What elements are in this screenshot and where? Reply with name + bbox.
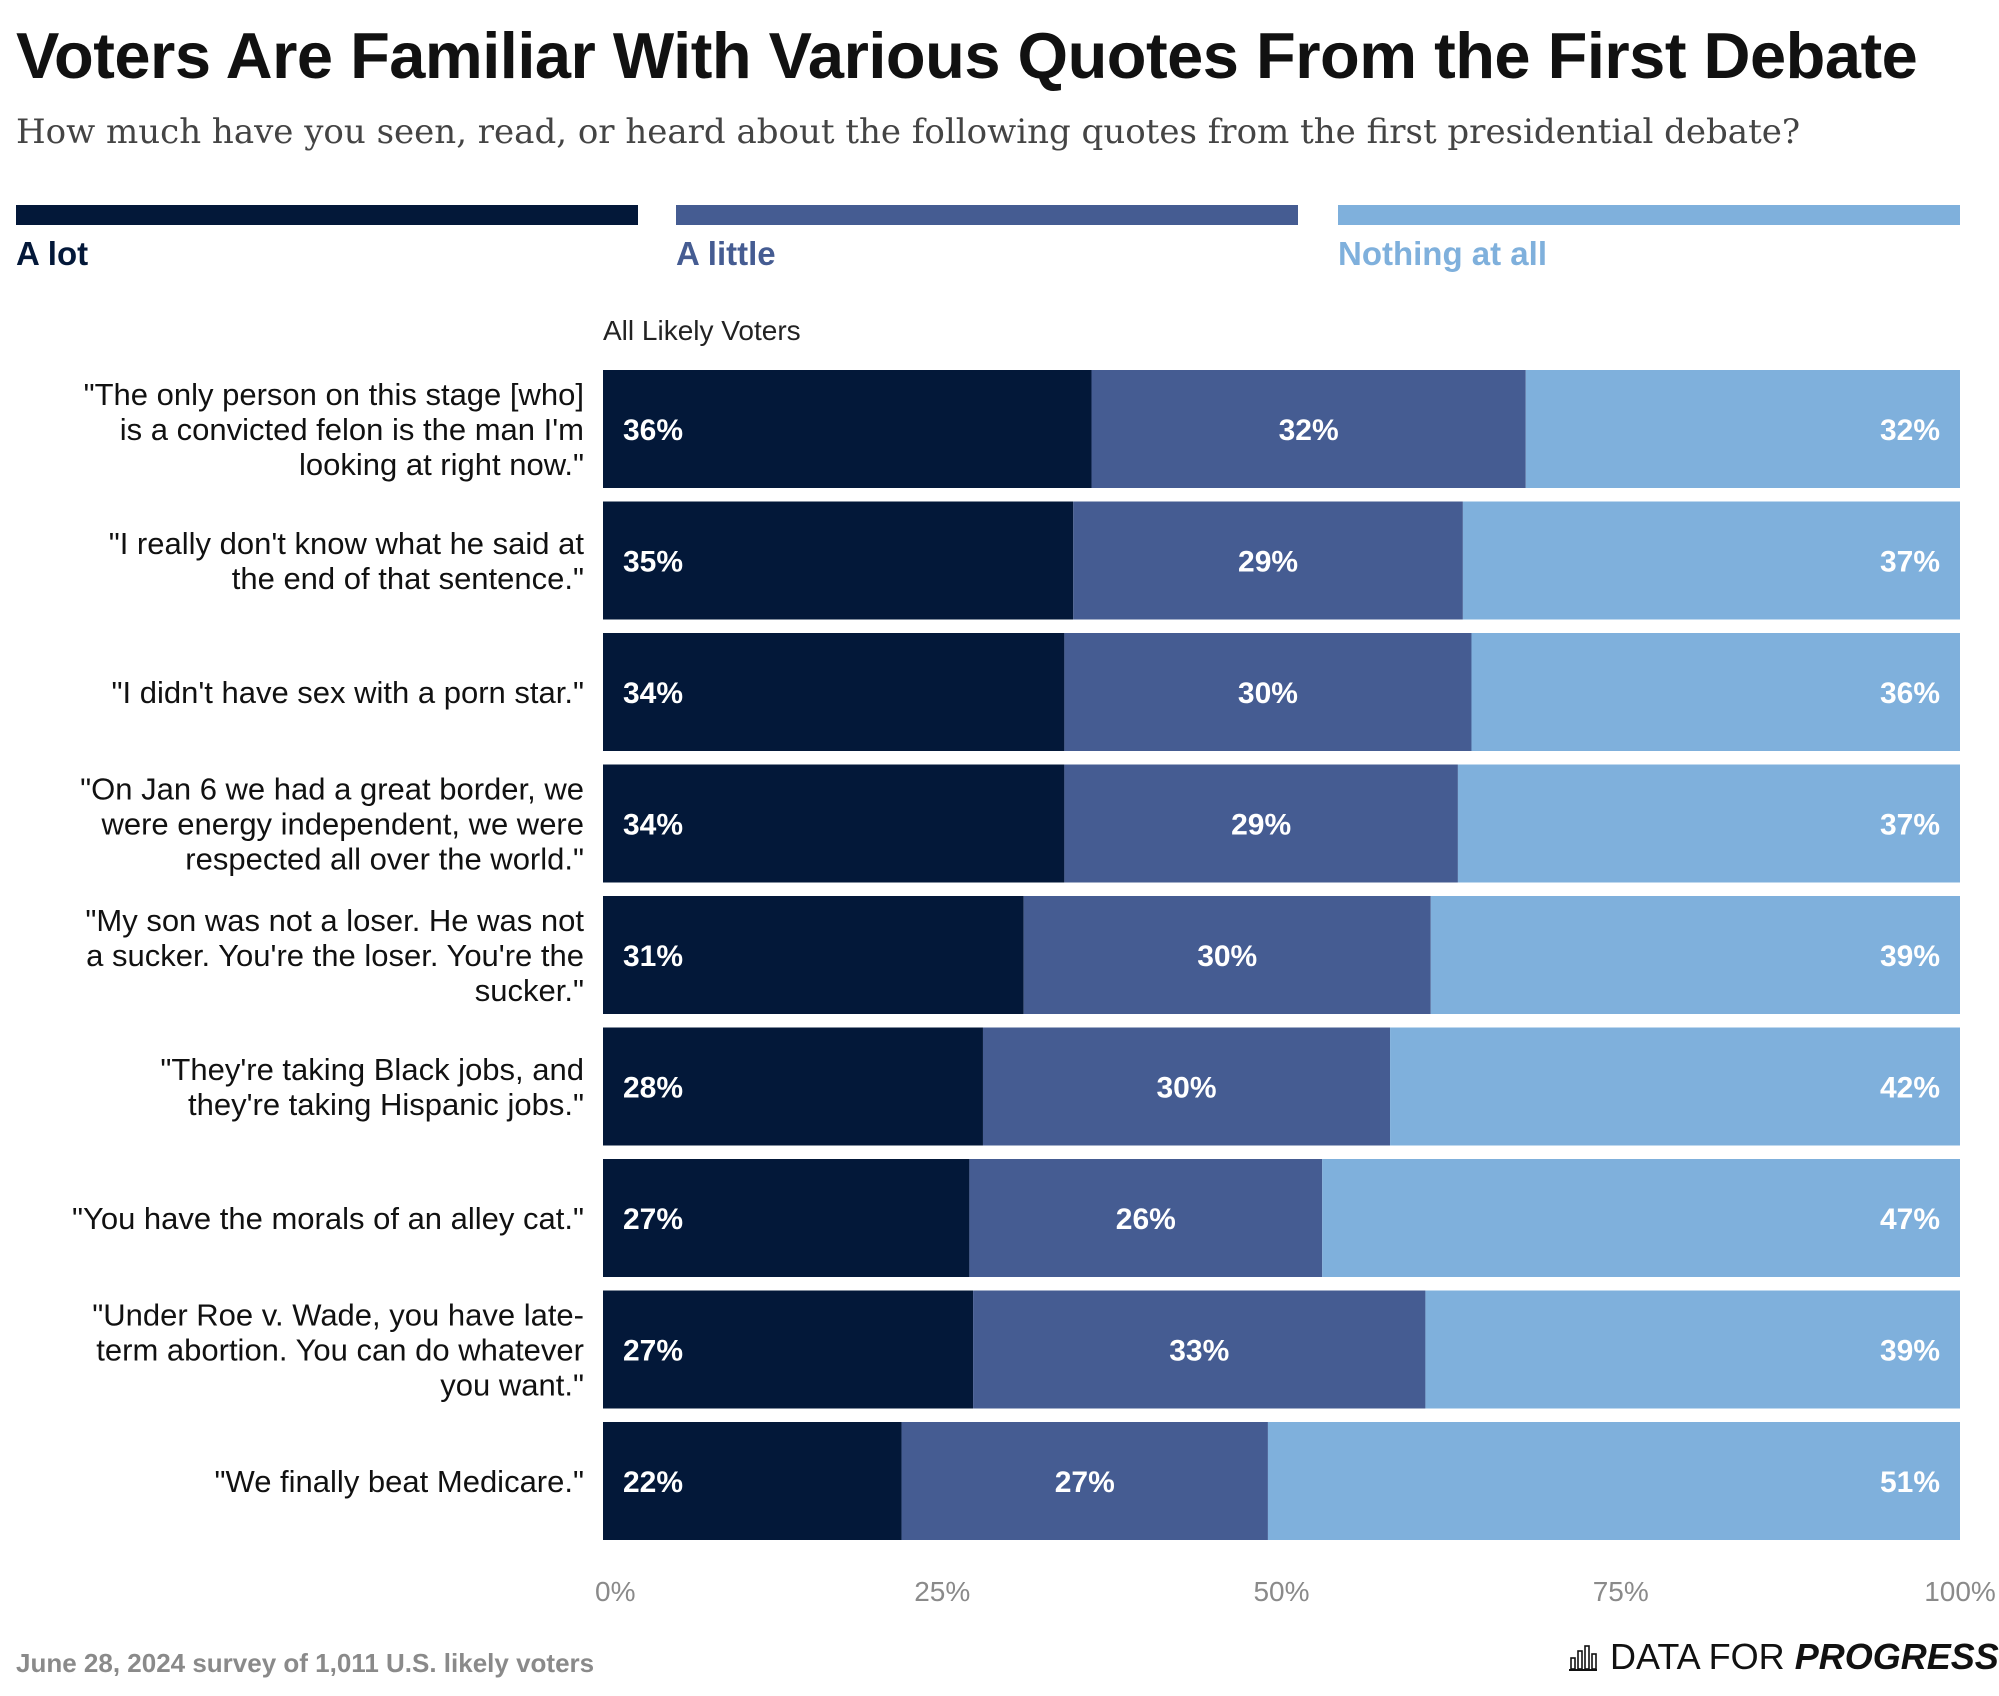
category-label-2-line-1: "I really don't know what he said at: [109, 526, 585, 561]
brand-wordmark: DATA FOR PROGRESS: [1610, 1636, 1999, 1678]
category-label-8-line-1: "Under Roe v. Wade, you have late-: [92, 1298, 584, 1333]
data-label-a-lot-8: 27%: [623, 1335, 683, 1368]
brand-logo: DATA FOR PROGRESS: [1568, 1636, 1999, 1678]
data-label-a-lot-6: 28%: [623, 1072, 683, 1105]
data-label-nothing-at-all-2: 37%: [1880, 546, 1940, 579]
chart-subtitle: How much have you seen, read, or heard a…: [16, 112, 1801, 152]
data-label-a-lot-2: 35%: [623, 546, 683, 579]
bar-nothing-at-all-8: [1425, 1290, 1960, 1409]
category-label-8-line-2: term abortion. You can do whatever: [96, 1333, 584, 1368]
category-label-9-line-1: "We finally beat Medicare.": [215, 1464, 585, 1499]
bar-a-lot-6: [603, 1027, 983, 1146]
category-label-1-line-3: looking at right now.": [299, 447, 584, 482]
category-label-4-line-3: respected all over the world.": [185, 842, 584, 877]
x-tick-label-100: 100%: [1924, 1576, 1996, 1607]
data-label-nothing-at-all-1: 32%: [1880, 414, 1940, 447]
stacked-bar-chart: 36% 32% 32% "The only person on this stage …: [72, 370, 1996, 1607]
x-tick-label-75: 75%: [1593, 1576, 1649, 1607]
data-label-nothing-at-all-8: 39%: [1880, 1335, 1940, 1368]
legend-label-a-little: A little: [676, 235, 776, 272]
source-note: June 28, 2024 survey of 1,011 U.S. likel…: [16, 1648, 595, 1678]
data-label-nothing-at-all-9: 51%: [1880, 1466, 1940, 1499]
bar-a-little-8: [973, 1290, 1426, 1409]
bar-nothing-at-all-3: [1471, 633, 1960, 751]
bar-a-little-1: [1091, 370, 1526, 488]
bar-a-lot-3: [603, 633, 1065, 751]
category-label-4-line-1: "On Jan 6 we had a great border, we: [80, 772, 584, 807]
legend-item-a-lot: A lot: [16, 205, 638, 273]
bar-a-lot-9: [603, 1422, 902, 1540]
bar-a-little-4: [1064, 764, 1458, 883]
data-label-a-little-3: 30%: [1238, 677, 1298, 710]
bar-chart-logo-icon: [1569, 1645, 1597, 1671]
data-label-a-lot-9: 22%: [623, 1466, 683, 1499]
data-label-a-lot-1: 36%: [623, 414, 683, 447]
category-label-5-line-2: a sucker. You're the loser. You're the: [86, 938, 584, 973]
chart-title: Voters Are Familiar With Various Quotes …: [16, 19, 1918, 92]
bar-nothing-at-all-2: [1462, 501, 1960, 620]
data-label-a-little-7: 26%: [1116, 1203, 1176, 1236]
data-label-a-lot-5: 31%: [623, 940, 683, 973]
data-label-nothing-at-all-5: 39%: [1880, 940, 1940, 973]
data-label-a-little-6: 30%: [1156, 1072, 1216, 1105]
legend-label-nothing-at-all: Nothing at all: [1338, 235, 1547, 272]
bar-a-little-2: [1073, 501, 1463, 620]
bar-a-lot-4: [603, 764, 1065, 883]
category-label-5-line-1: "My son was not a loser. He was not: [85, 903, 584, 938]
data-label-a-little-8: 33%: [1169, 1335, 1229, 1368]
bar-a-little-9: [901, 1422, 1268, 1540]
legend-swatch-nothing-at-all: [1338, 205, 1960, 225]
bar-a-little-3: [1064, 633, 1472, 751]
x-tick-label-0: 0%: [595, 1576, 635, 1607]
data-label-nothing-at-all-7: 47%: [1880, 1203, 1940, 1236]
bar-nothing-at-all-4: [1457, 764, 1960, 883]
data-label-a-little-1: 32%: [1279, 414, 1339, 447]
group-label: All Likely Voters: [603, 315, 801, 346]
brand-bold: PROGRESS: [1794, 1636, 1999, 1677]
legend-item-a-little: A little: [676, 205, 1298, 273]
category-label-5-line-3: sucker.": [475, 973, 584, 1008]
category-label-1-line-2: is a convicted felon is the man I'm: [120, 412, 584, 447]
bar-a-lot-5: [603, 896, 1024, 1014]
bar-a-little-6: [982, 1027, 1391, 1146]
x-tick-label-50: 50%: [1253, 1576, 1309, 1607]
bar-a-little-7: [969, 1159, 1323, 1277]
legend-item-nothing-at-all: Nothing at all: [1338, 205, 1960, 273]
bar-nothing-at-all-5: [1430, 896, 1960, 1014]
x-tick-label-25: 25%: [914, 1576, 970, 1607]
data-label-a-little-5: 30%: [1197, 940, 1257, 973]
data-label-nothing-at-all-6: 42%: [1880, 1072, 1940, 1105]
category-label-2-line-2: the end of that sentence.": [232, 561, 584, 596]
category-label-6-line-1: "They're taking Black jobs, and: [160, 1052, 584, 1087]
legend-label-a-lot: A lot: [16, 235, 89, 272]
brand-prefix: DATA FOR: [1610, 1636, 1795, 1677]
data-label-a-little-2: 29%: [1238, 546, 1298, 579]
category-label-7-line-1: "You have the morals of an alley cat.": [72, 1201, 584, 1236]
legend-swatch-a-lot: [16, 205, 638, 225]
data-label-a-little-4: 29%: [1231, 809, 1291, 842]
bar-nothing-at-all-6: [1390, 1027, 1960, 1146]
bar-a-lot-7: [603, 1159, 970, 1277]
data-label-nothing-at-all-4: 37%: [1880, 809, 1940, 842]
legend-swatch-a-little: [676, 205, 1298, 225]
category-label-4-line-2: were energy independent, we were: [100, 807, 584, 842]
category-label-1-line-1: "The only person on this stage [who]: [84, 377, 584, 412]
bar-a-little-5: [1023, 896, 1431, 1014]
category-label-8-line-3: you want.": [440, 1368, 584, 1403]
bar-nothing-at-all-7: [1322, 1159, 1960, 1277]
bar-nothing-at-all-9: [1267, 1422, 1960, 1540]
data-label-a-little-9: 27%: [1055, 1466, 1115, 1499]
data-label-a-lot-4: 34%: [623, 809, 683, 842]
data-label-nothing-at-all-3: 36%: [1880, 677, 1940, 710]
bar-nothing-at-all-1: [1525, 370, 1960, 488]
category-label-3-line-1: "I didn't have sex with a porn star.": [111, 675, 584, 710]
bar-a-lot-2: [603, 501, 1074, 620]
data-label-a-lot-7: 27%: [623, 1203, 683, 1236]
data-label-a-lot-3: 34%: [623, 677, 683, 710]
bar-a-lot-8: [603, 1290, 974, 1409]
category-label-6-line-2: they're taking Hispanic jobs.": [188, 1087, 584, 1122]
bar-a-lot-1: [603, 370, 1092, 488]
